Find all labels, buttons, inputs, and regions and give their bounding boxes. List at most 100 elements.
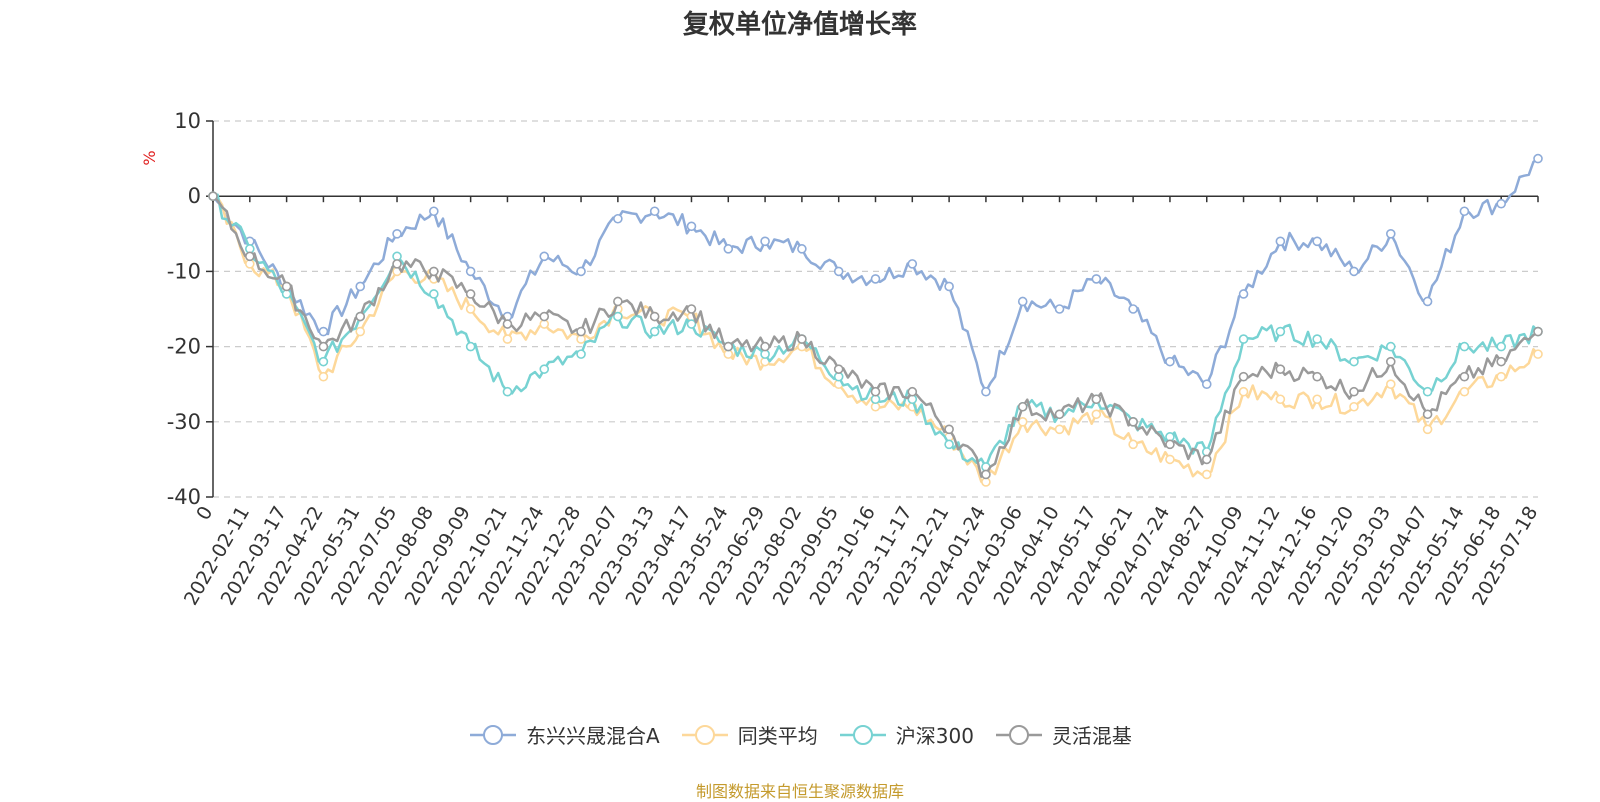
data-point[interactable] [1422, 296, 1433, 307]
data-point[interactable] [429, 289, 439, 299]
data-point[interactable] [1459, 206, 1470, 217]
data-point[interactable] [870, 386, 881, 397]
data-point[interactable] [1201, 379, 1212, 390]
data-point[interactable] [318, 371, 329, 382]
data-point[interactable] [907, 386, 918, 397]
data-point[interactable] [539, 364, 550, 374]
data-point[interactable] [1091, 274, 1102, 284]
data-point[interactable] [1422, 386, 1433, 397]
data-point[interactable] [1533, 153, 1543, 164]
data-point[interactable] [1017, 401, 1028, 412]
data-point[interactable] [1349, 356, 1359, 367]
data-point[interactable] [1496, 198, 1506, 209]
data-point[interactable] [686, 221, 697, 232]
data-point[interactable] [502, 319, 513, 329]
data-point[interactable] [1459, 386, 1470, 397]
data-point[interactable] [1312, 236, 1322, 247]
data-point[interactable] [981, 386, 991, 397]
data-point[interactable] [1385, 229, 1396, 239]
data-point[interactable] [1459, 341, 1470, 352]
data-point[interactable] [1275, 394, 1286, 405]
data-point[interactable] [1275, 236, 1286, 247]
legend-item[interactable]: 东兴兴晟混合A [468, 720, 660, 749]
data-point[interactable] [465, 304, 476, 314]
data-point[interactable] [1165, 356, 1175, 367]
data-point[interactable] [465, 341, 476, 352]
data-point[interactable] [1017, 296, 1028, 307]
data-point[interactable] [465, 289, 476, 299]
data-point[interactable] [944, 281, 954, 292]
data-point[interactable] [1165, 454, 1175, 465]
data-point[interactable] [1312, 334, 1322, 344]
data-point[interactable] [981, 469, 991, 480]
data-point[interactable] [833, 266, 844, 277]
data-point[interactable] [833, 364, 844, 374]
data-point[interactable] [1496, 341, 1506, 352]
data-point[interactable] [1238, 371, 1249, 382]
data-point[interactable] [1349, 266, 1359, 277]
data-point[interactable] [1275, 326, 1286, 337]
data-point[interactable] [1054, 304, 1065, 314]
data-point[interactable] [1201, 469, 1212, 480]
data-point[interactable] [318, 341, 329, 352]
data-point[interactable] [576, 266, 586, 277]
data-point[interactable] [318, 356, 329, 367]
data-point[interactable] [539, 311, 550, 322]
data-point[interactable] [797, 334, 807, 344]
data-point[interactable] [1422, 424, 1433, 435]
data-point[interactable] [465, 266, 476, 277]
data-point[interactable] [392, 259, 402, 269]
data-point[interactable] [1385, 356, 1396, 367]
data-point[interactable] [723, 244, 734, 254]
data-point[interactable] [649, 206, 660, 217]
data-point[interactable] [355, 281, 366, 292]
data-point[interactable] [649, 326, 660, 337]
data-point[interactable] [1312, 394, 1322, 405]
data-point[interactable] [1017, 416, 1028, 427]
data-point[interactable] [1091, 394, 1102, 405]
data-point[interactable] [245, 251, 255, 262]
data-point[interactable] [944, 439, 954, 450]
data-point[interactable] [1533, 349, 1543, 359]
legend-item[interactable]: 灵活混基 [994, 720, 1132, 749]
data-point[interactable] [1459, 371, 1470, 382]
data-point[interactable] [1128, 416, 1138, 427]
data-point[interactable] [760, 341, 770, 352]
data-point[interactable] [1385, 341, 1396, 352]
data-point[interactable] [1275, 364, 1286, 374]
data-point[interactable] [576, 349, 586, 359]
data-point[interactable] [613, 213, 623, 224]
data-point[interactable] [1054, 409, 1065, 420]
data-point[interactable] [1128, 439, 1138, 450]
data-point[interactable] [539, 251, 550, 262]
data-point[interactable] [1091, 409, 1102, 420]
data-point[interactable] [686, 304, 697, 314]
data-point[interactable] [1238, 334, 1249, 344]
data-point[interactable] [723, 341, 734, 352]
data-point[interactable] [1385, 379, 1396, 390]
data-point[interactable] [797, 244, 807, 254]
data-point[interactable] [502, 334, 513, 344]
data-point[interactable] [281, 281, 292, 292]
data-point[interactable] [1054, 424, 1065, 435]
data-point[interactable] [1201, 454, 1212, 465]
data-point[interactable] [1349, 401, 1359, 412]
data-point[interactable] [208, 191, 218, 201]
data-point[interactable] [392, 229, 402, 239]
data-point[interactable] [1533, 326, 1543, 337]
data-point[interactable] [1496, 371, 1506, 382]
data-point[interactable] [355, 326, 366, 337]
data-point[interactable] [576, 326, 586, 337]
data-point[interactable] [429, 266, 439, 277]
data-point[interactable] [944, 424, 954, 435]
data-point[interactable] [429, 206, 439, 217]
data-point[interactable] [318, 326, 329, 337]
data-point[interactable] [613, 296, 623, 307]
data-point[interactable] [649, 311, 660, 322]
data-point[interactable] [760, 236, 770, 247]
data-point[interactable] [502, 386, 513, 397]
data-point[interactable] [1165, 439, 1175, 450]
data-point[interactable] [1238, 386, 1249, 397]
data-point[interactable] [686, 319, 697, 329]
data-point[interactable] [1238, 289, 1249, 299]
